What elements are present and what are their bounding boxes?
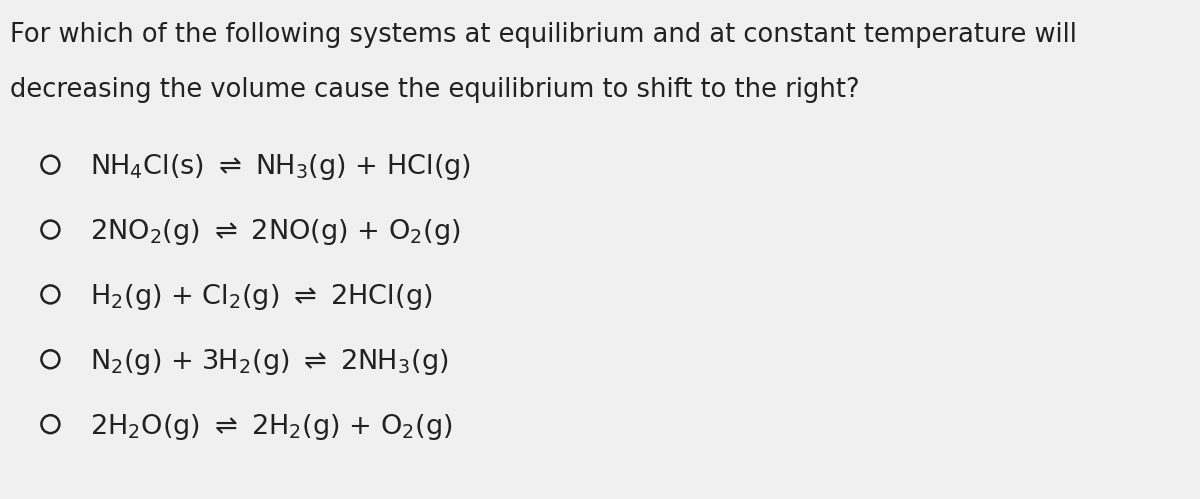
Text: For which of the following systems at equilibrium and at constant temperature wi: For which of the following systems at eq… — [10, 22, 1076, 48]
Text: H$_2$(g) + Cl$_2$(g) $\rightleftharpoons$ 2HCl(g): H$_2$(g) + Cl$_2$(g) $\rightleftharpoons… — [90, 282, 432, 312]
Text: 2H$_2$O(g) $\rightleftharpoons$ 2H$_2$(g) + O$_2$(g): 2H$_2$O(g) $\rightleftharpoons$ 2H$_2$(g… — [90, 412, 452, 442]
Text: NH$_4$Cl(s) $\rightleftharpoons$ NH$_3$(g) + HCl(g): NH$_4$Cl(s) $\rightleftharpoons$ NH$_3$(… — [90, 152, 472, 182]
Text: decreasing the volume cause the equilibrium to shift to the right?: decreasing the volume cause the equilibr… — [10, 77, 859, 103]
Text: 2NO$_2$(g) $\rightleftharpoons$ 2NO(g) + O$_2$(g): 2NO$_2$(g) $\rightleftharpoons$ 2NO(g) +… — [90, 217, 461, 247]
Text: N$_2$(g) + 3H$_2$(g) $\rightleftharpoons$ 2NH$_3$(g): N$_2$(g) + 3H$_2$(g) $\rightleftharpoons… — [90, 347, 449, 377]
